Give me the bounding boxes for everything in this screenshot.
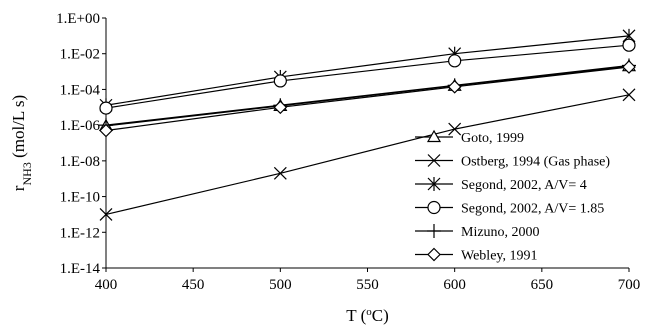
y-tick-label: 1.E-06 <box>60 118 101 134</box>
legend-swatch-marker <box>427 200 441 215</box>
legend-item: Segond, 2002, A/V= 4 <box>415 177 587 193</box>
legend-swatch-marker <box>427 224 441 238</box>
series-2-point <box>99 208 113 221</box>
legend-label: Segond, 2002, A/V= 1.85 <box>461 202 604 217</box>
y-tick-label: 1.E-04 <box>60 82 101 98</box>
legend-item: Goto, 1999 <box>415 129 524 146</box>
y-tick-label: 1.E-14 <box>60 261 101 277</box>
series-3-line <box>105 35 630 106</box>
series-4-point <box>273 74 287 88</box>
legend-swatch-marker <box>427 247 441 262</box>
legend-label: Segond, 2002, A/V= 4 <box>461 178 587 193</box>
x-axis-title: T (oC) <box>346 306 389 325</box>
legend: Goto, 1999 Ostberg, 1994 (Gas phase) Segon… <box>415 129 610 264</box>
series-6-point <box>99 123 113 138</box>
series-6-point <box>622 60 636 74</box>
legend-item: Segond, 2002, A/V= 1.85 <box>415 200 604 217</box>
legend-swatch-marker <box>426 129 442 143</box>
series-4-line <box>105 44 630 109</box>
series-6-point <box>447 79 462 94</box>
y-tick-label: 1.E-02 <box>60 47 100 63</box>
x-tick-label: 450 <box>182 277 205 293</box>
legend-swatch-marker <box>427 154 441 167</box>
y-tick-label: 1.E-08 <box>60 154 100 170</box>
y-axis-title: rNH3 (mol/L s) <box>9 95 34 191</box>
legend-swatch-marker <box>427 177 441 191</box>
legend-item: Mizuno, 2000 <box>415 224 540 240</box>
series-4 <box>99 38 636 115</box>
y-tick-label: 1.E-10 <box>60 190 100 206</box>
y-tick-label: 1.E+00 <box>56 11 100 27</box>
y-tick-label: 1.E-12 <box>60 225 100 241</box>
legend-label: Mizuno, 2000 <box>461 225 540 240</box>
x-tick-label: 650 <box>531 277 554 293</box>
x-tick-label: 400 <box>95 277 118 293</box>
legend-item: Ostberg, 1994 (Gas phase) <box>415 154 610 170</box>
series-6-line <box>105 66 630 132</box>
series-4-point <box>622 38 636 52</box>
series-6-point <box>273 100 288 115</box>
series-2-point <box>622 88 636 102</box>
x-tick-label: 700 <box>618 277 641 293</box>
series-2-point <box>448 122 462 136</box>
series-layer <box>98 28 637 221</box>
legend-label: Ostberg, 1994 (Gas phase) <box>461 155 610 170</box>
series-2 <box>99 88 636 221</box>
series-5-line <box>105 64 630 126</box>
series-6 <box>99 60 636 138</box>
x-tick-label: 550 <box>356 277 379 293</box>
x-tick-label: 500 <box>269 277 292 293</box>
legend-label: Webley, 1991 <box>461 249 538 264</box>
series-2-line <box>105 94 630 216</box>
axes: 1.E-14 1.E-12 1.E-10 1.E-08 1.E-06 1.E-04 1.E-… <box>9 11 640 325</box>
series-4-point <box>99 101 113 115</box>
series-2-point <box>273 166 287 180</box>
x-tick-label: 600 <box>443 277 466 293</box>
series-4-point <box>448 54 462 68</box>
legend-item: Webley, 1991 <box>415 247 538 264</box>
legend-label: Goto, 1999 <box>461 131 524 146</box>
